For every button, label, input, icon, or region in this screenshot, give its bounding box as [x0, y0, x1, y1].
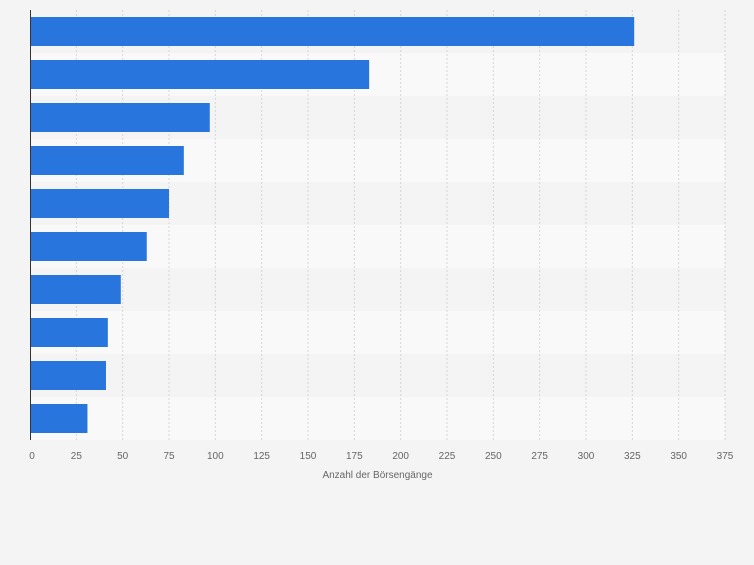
- row-band: [30, 354, 725, 397]
- bar[interactable]: [30, 275, 121, 304]
- x-tick-label: 375: [717, 451, 734, 462]
- x-tick-label: 75: [163, 451, 175, 462]
- bar[interactable]: [30, 60, 370, 89]
- x-tick-label: 100: [207, 451, 224, 462]
- x-tick-label: 175: [346, 451, 363, 462]
- bar[interactable]: [30, 189, 169, 218]
- x-tick-label: 350: [670, 451, 687, 462]
- bar[interactable]: [30, 318, 108, 347]
- bars: [30, 17, 635, 433]
- bar[interactable]: [30, 146, 184, 175]
- x-tick-label: 125: [253, 451, 270, 462]
- x-tick-label: 250: [485, 451, 502, 462]
- x-tick-label: 325: [624, 451, 641, 462]
- x-tick-label: 225: [439, 451, 456, 462]
- row-band: [30, 311, 725, 354]
- x-tick-label: 25: [71, 451, 83, 462]
- x-tick-label: 50: [117, 451, 129, 462]
- bar[interactable]: [30, 361, 106, 390]
- bar[interactable]: [30, 17, 635, 46]
- bar[interactable]: [30, 404, 88, 433]
- row-band: [30, 397, 725, 440]
- x-tick-label: 300: [578, 451, 595, 462]
- row-band: [30, 268, 725, 311]
- x-tick-label: 200: [392, 451, 409, 462]
- x-tick-labels: 0 25 50 75 100 125 150 175 200 225 250 275 300 325 350…: [29, 451, 734, 462]
- x-axis-label: Anzahl der Börsengänge: [322, 470, 433, 481]
- bar[interactable]: [30, 103, 210, 132]
- bar[interactable]: [30, 232, 147, 261]
- x-tick-label: 275: [531, 451, 548, 462]
- x-tick-label: 150: [300, 451, 317, 462]
- x-tick-label: 0: [29, 451, 35, 462]
